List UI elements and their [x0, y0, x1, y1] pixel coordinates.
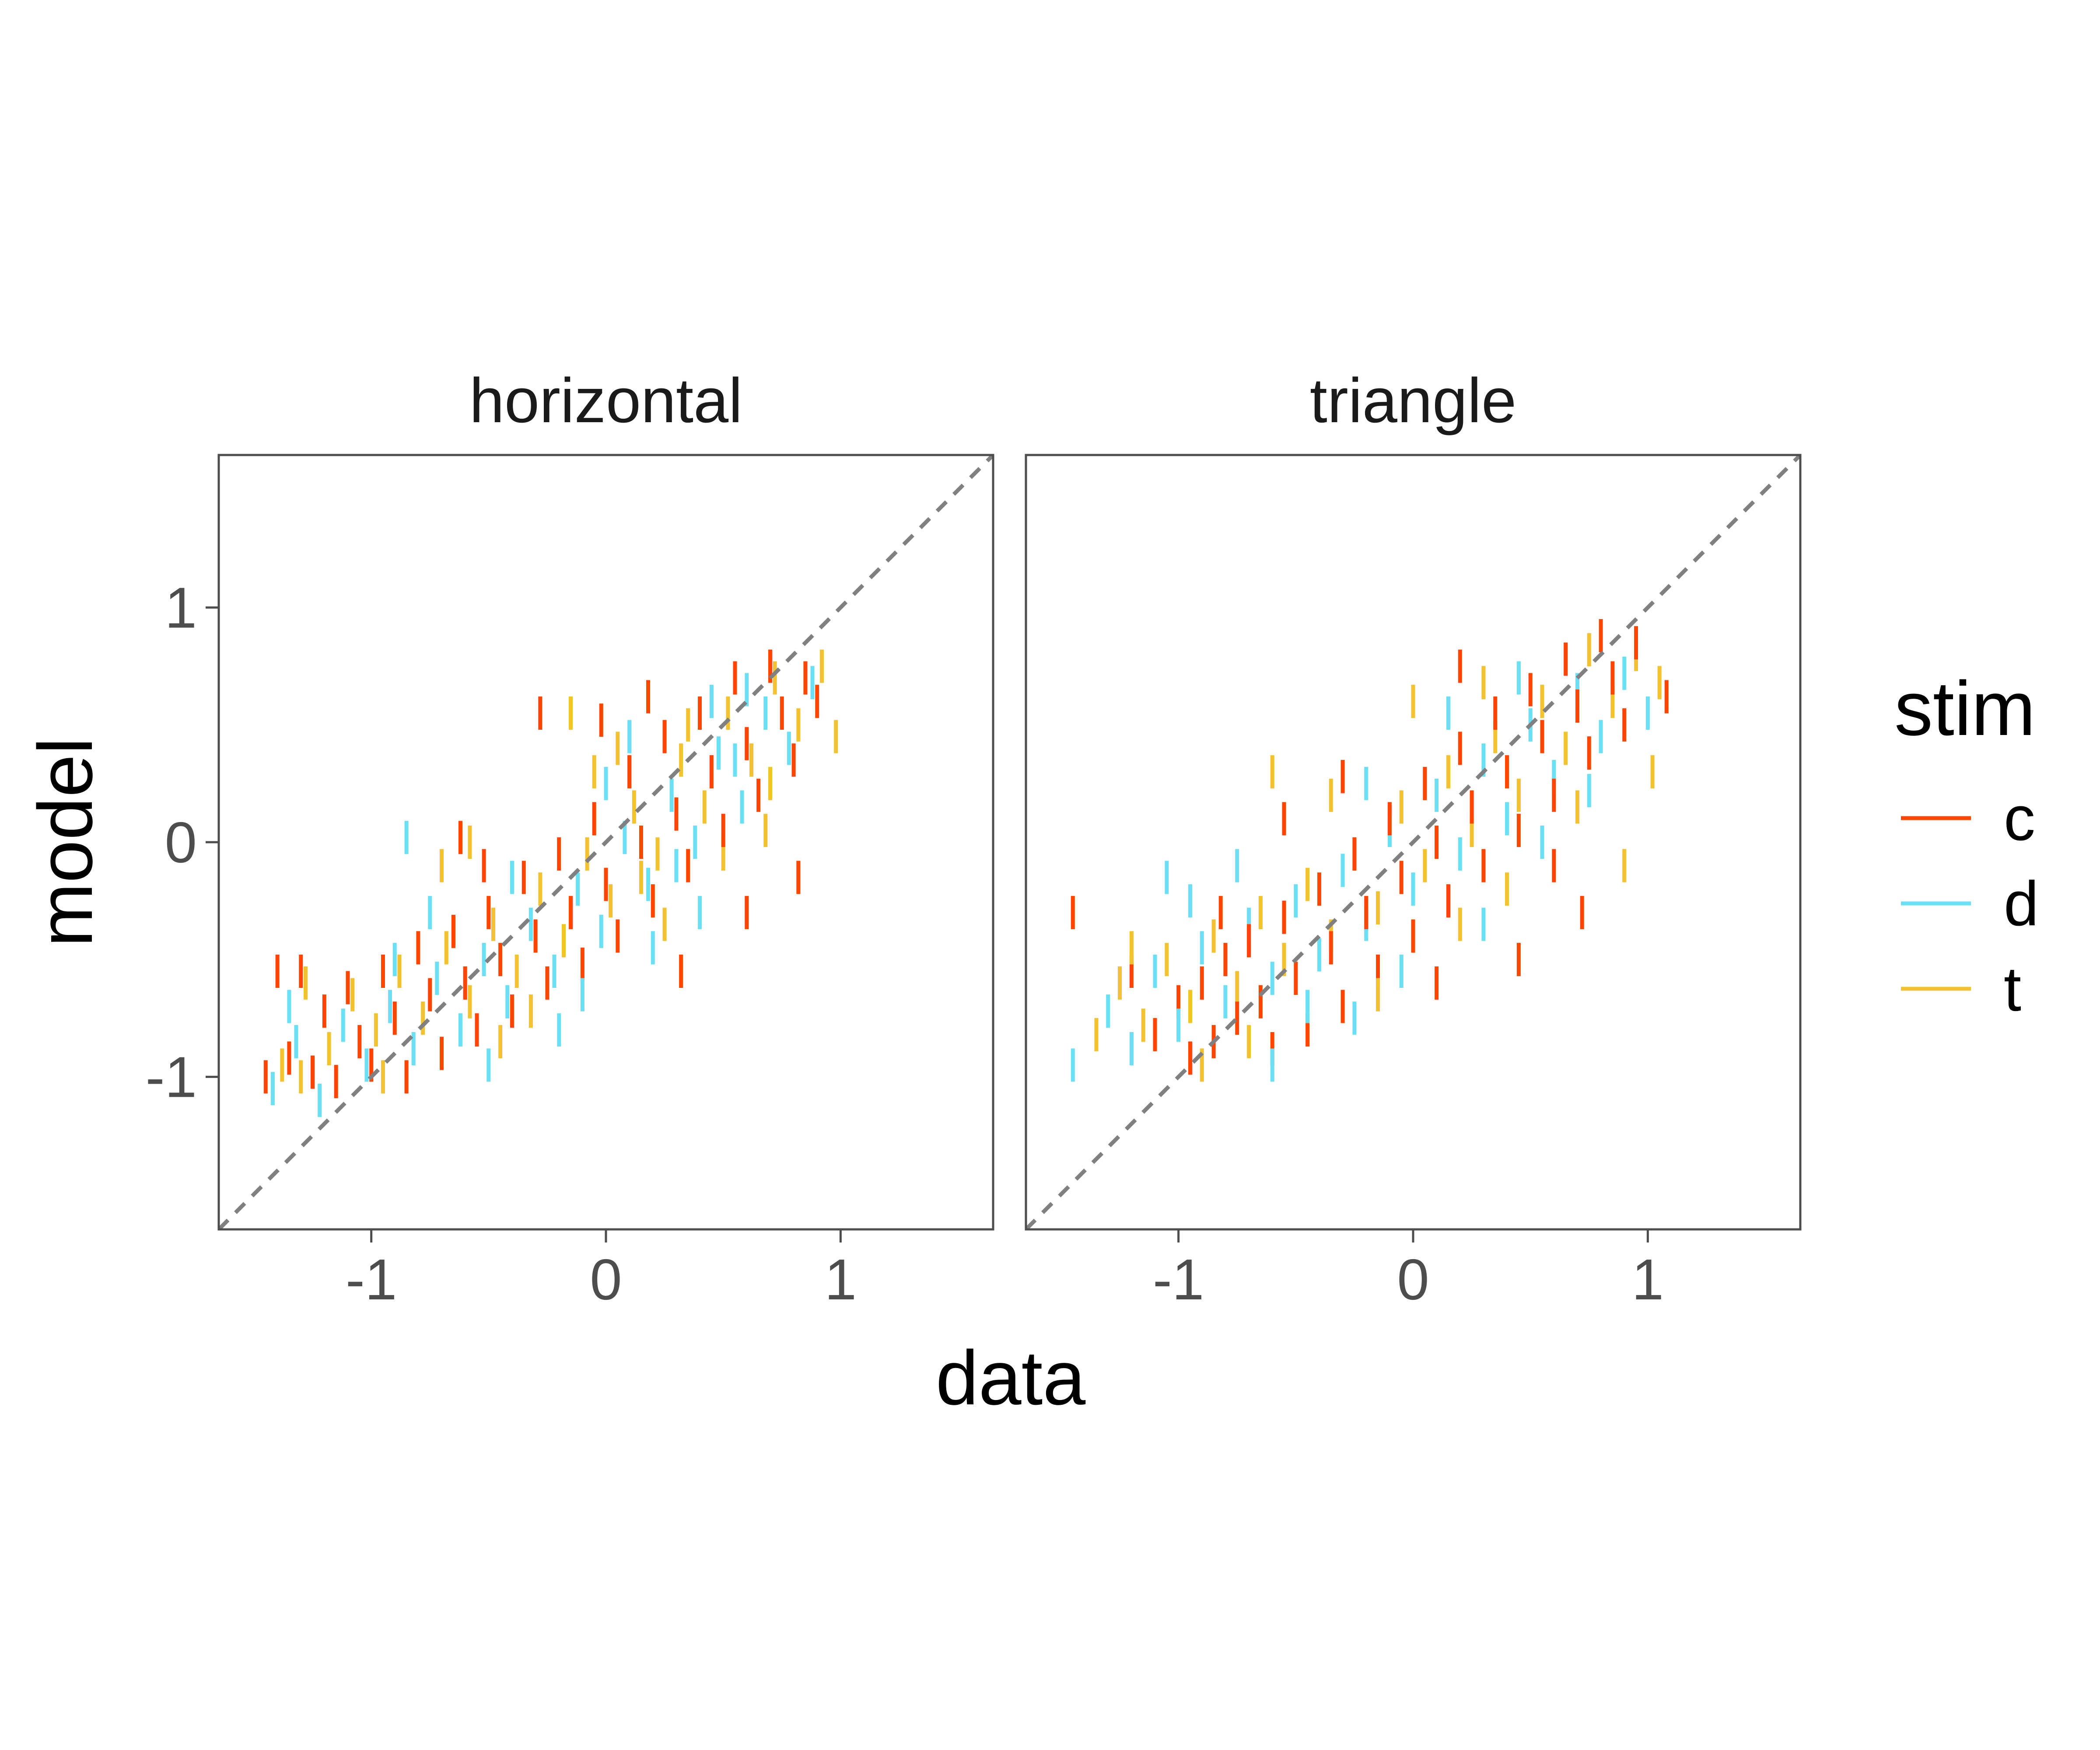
- legend-title: stim: [1894, 666, 2036, 752]
- legend-label-c: c: [2004, 783, 2035, 854]
- x-tick-label: 1: [1632, 1247, 1664, 1312]
- y-tick-label: 0: [165, 810, 197, 875]
- legend-label-d: d: [2004, 868, 2039, 939]
- y-axis-title: model: [23, 737, 108, 947]
- legend-entries: cdt: [1901, 783, 2039, 1024]
- x-tick-label: 0: [590, 1247, 622, 1312]
- x-tick-label: -1: [346, 1247, 397, 1312]
- identity-reference-line: [1026, 455, 1800, 1229]
- legend: stim cdt: [1894, 666, 2039, 1024]
- x-tick-label: 1: [825, 1247, 857, 1312]
- y-tick-label: 1: [165, 576, 197, 640]
- data-marks: [1026, 455, 1800, 1229]
- facet-panels: horizontal -1 0 1 -1 0 1 triangle -1 0 1: [146, 365, 1802, 1312]
- x-tick-label: -1: [1153, 1247, 1204, 1312]
- facet-title: horizontal: [469, 365, 742, 436]
- facet-title: triangle: [1310, 365, 1516, 436]
- facet-panel-horizontal: horizontal -1 0 1 -1 0 1: [146, 365, 994, 1312]
- facet-panel-triangle: triangle -1 0 1: [1025, 365, 1802, 1312]
- identity-reference-line: [219, 455, 993, 1229]
- y-tick-label: -1: [146, 1045, 197, 1109]
- data-marks: [219, 455, 993, 1229]
- legend-label-t: t: [2004, 954, 2021, 1024]
- x-axis-title: data: [936, 1335, 1086, 1421]
- x-tick-label: 0: [1397, 1247, 1429, 1312]
